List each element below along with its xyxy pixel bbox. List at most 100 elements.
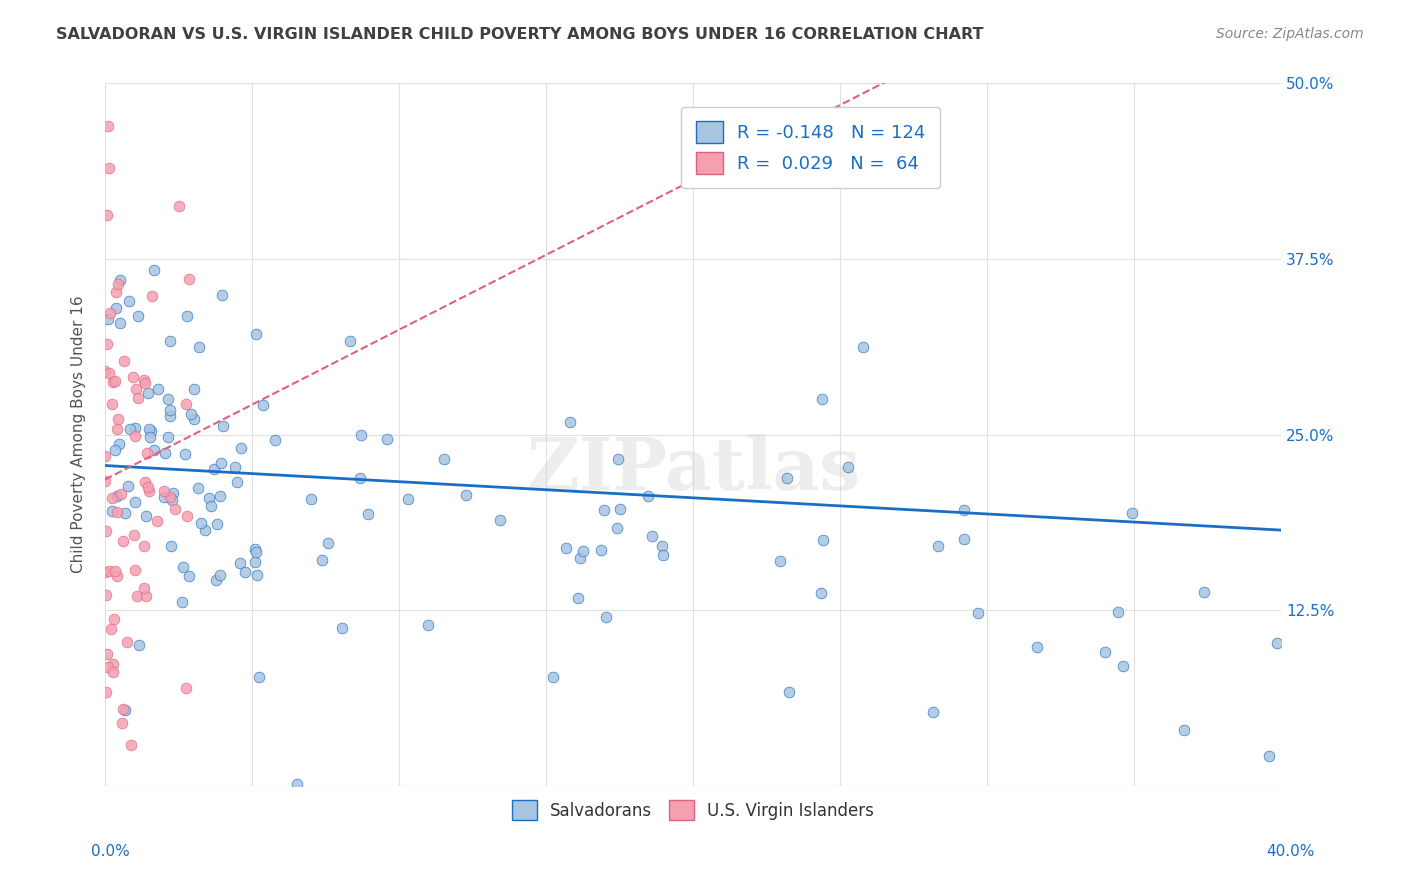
Salvadorans [124, 495, 146, 509]
Salvadorans [143, 442, 166, 457]
Salvadorans [172, 595, 194, 609]
Salvadorans [101, 504, 124, 518]
U.S. Virgin Islanders [107, 411, 129, 425]
Salvadorans [1258, 748, 1281, 763]
Salvadorans [837, 459, 859, 474]
Salvadorans [852, 340, 875, 354]
U.S. Virgin Islanders [97, 366, 120, 380]
U.S. Virgin Islanders [94, 566, 117, 580]
Salvadorans [114, 506, 136, 520]
Salvadorans [108, 437, 131, 451]
Salvadorans [180, 407, 202, 421]
Salvadorans [159, 409, 181, 423]
U.S. Virgin Islanders [134, 376, 156, 391]
Salvadorans [1107, 605, 1129, 619]
U.S. Virgin Islanders [169, 199, 191, 213]
Salvadorans [233, 565, 256, 579]
Salvadorans [211, 288, 233, 302]
Salvadorans [311, 552, 333, 566]
Salvadorans [205, 516, 228, 531]
Salvadorans [157, 392, 180, 407]
U.S. Virgin Islanders [112, 534, 135, 549]
Salvadorans [953, 532, 976, 546]
Salvadorans [224, 459, 246, 474]
Salvadorans [592, 503, 614, 517]
Salvadorans [927, 540, 949, 554]
Salvadorans [183, 382, 205, 396]
U.S. Virgin Islanders [176, 681, 198, 695]
Salvadorans [153, 445, 176, 459]
Salvadorans [558, 415, 581, 429]
U.S. Virgin Islanders [101, 397, 124, 411]
Salvadorans [143, 263, 166, 277]
U.S. Virgin Islanders [104, 374, 127, 388]
U.S. Virgin Islanders [177, 272, 200, 286]
U.S. Virgin Islanders [101, 665, 124, 679]
U.S. Virgin Islanders [127, 589, 149, 603]
Salvadorans [811, 533, 834, 547]
U.S. Virgin Islanders [96, 208, 118, 222]
Salvadorans [114, 703, 136, 717]
Salvadorans [200, 500, 222, 514]
Salvadorans [541, 670, 564, 684]
Salvadorans [160, 539, 183, 553]
U.S. Virgin Islanders [165, 501, 187, 516]
U.S. Virgin Islanders [153, 483, 176, 498]
Salvadorans [966, 606, 988, 620]
Salvadorans [641, 529, 664, 543]
Salvadorans [953, 502, 976, 516]
Salvadorans [769, 554, 792, 568]
U.S. Virgin Islanders [112, 701, 135, 715]
Salvadorans [651, 548, 673, 562]
U.S. Virgin Islanders [110, 487, 132, 501]
U.S. Virgin Islanders [105, 505, 128, 519]
Salvadorans [1194, 584, 1216, 599]
Salvadorans [136, 385, 159, 400]
U.S. Virgin Islanders [107, 277, 129, 291]
Salvadorans [245, 544, 267, 558]
U.S. Virgin Islanders [101, 375, 124, 389]
Salvadorans [606, 521, 628, 535]
Salvadorans [243, 542, 266, 557]
U.S. Virgin Islanders [121, 370, 143, 384]
Y-axis label: Child Poverty Among Boys Under 16: Child Poverty Among Boys Under 16 [72, 296, 86, 574]
Text: Source: ZipAtlas.com: Source: ZipAtlas.com [1216, 27, 1364, 41]
U.S. Virgin Islanders [107, 422, 129, 436]
U.S. Virgin Islanders [94, 524, 117, 539]
Salvadorans [139, 430, 162, 444]
U.S. Virgin Islanders [146, 515, 169, 529]
Salvadorans [396, 492, 419, 507]
Salvadorans [1094, 645, 1116, 659]
Salvadorans [243, 555, 266, 569]
Salvadorans [187, 481, 209, 495]
U.S. Virgin Islanders [103, 657, 125, 672]
U.S. Virgin Islanders [100, 622, 122, 636]
U.S. Virgin Islanders [94, 474, 117, 488]
U.S. Virgin Islanders [132, 372, 155, 386]
U.S. Virgin Islanders [174, 397, 197, 411]
Text: 40.0%: 40.0% [1267, 845, 1315, 859]
Salvadorans [1265, 636, 1288, 650]
Salvadorans [120, 422, 142, 436]
U.S. Virgin Islanders [134, 539, 156, 553]
Salvadorans [97, 312, 120, 326]
Salvadorans [188, 340, 211, 354]
U.S. Virgin Islanders [138, 480, 160, 494]
U.S. Virgin Islanders [138, 484, 160, 499]
U.S. Virgin Islanders [122, 528, 145, 542]
Salvadorans [202, 462, 225, 476]
Salvadorans [339, 334, 361, 348]
Salvadorans [778, 685, 800, 699]
Salvadorans [637, 490, 659, 504]
Salvadorans [229, 441, 252, 455]
Salvadorans [595, 609, 617, 624]
U.S. Virgin Islanders [96, 647, 118, 661]
Salvadorans [433, 452, 456, 467]
Salvadorans [160, 493, 183, 508]
U.S. Virgin Islanders [97, 564, 120, 578]
Salvadorans [212, 419, 235, 434]
Salvadorans [554, 541, 576, 555]
Salvadorans [489, 513, 512, 527]
U.S. Virgin Islanders [97, 660, 120, 674]
Salvadorans [299, 492, 322, 507]
